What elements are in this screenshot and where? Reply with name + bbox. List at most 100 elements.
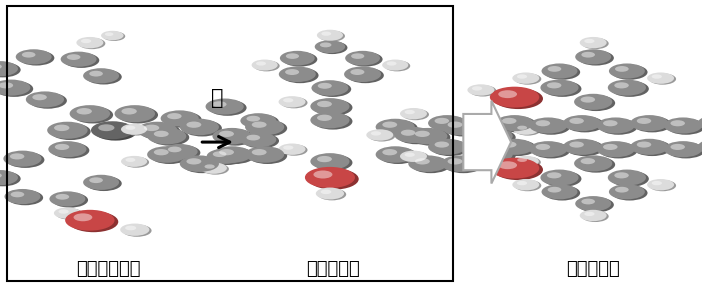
Circle shape [470,85,496,96]
Circle shape [0,170,18,185]
Circle shape [647,179,674,190]
Circle shape [582,38,609,49]
Circle shape [575,196,611,211]
Circle shape [121,108,137,115]
Circle shape [240,132,277,147]
Circle shape [569,118,584,124]
Circle shape [512,124,539,135]
Circle shape [431,140,469,156]
Circle shape [322,32,331,36]
Circle shape [581,52,595,58]
Circle shape [701,116,702,132]
Circle shape [411,157,451,173]
Circle shape [400,108,427,119]
Circle shape [428,115,466,131]
Circle shape [248,147,287,164]
Circle shape [566,116,604,132]
Circle shape [125,226,136,230]
Circle shape [121,156,147,167]
Circle shape [279,144,305,155]
Circle shape [0,81,33,97]
Circle shape [49,191,86,207]
Circle shape [415,158,430,165]
Circle shape [316,188,344,200]
Circle shape [477,147,516,164]
Circle shape [140,123,180,140]
Circle shape [477,129,516,146]
Circle shape [351,53,364,59]
Circle shape [313,99,352,116]
Text: アントロン: アントロン [307,260,360,278]
Circle shape [144,125,159,131]
Circle shape [32,94,47,100]
Circle shape [310,112,350,128]
Circle shape [603,120,618,126]
Circle shape [541,184,578,200]
Circle shape [376,146,415,163]
Circle shape [378,120,418,136]
Circle shape [667,119,702,135]
Circle shape [154,149,168,155]
Circle shape [498,116,536,132]
Circle shape [347,52,383,67]
Circle shape [498,161,517,169]
Circle shape [402,109,429,120]
Circle shape [167,113,182,119]
Circle shape [608,80,646,96]
Circle shape [282,52,317,67]
Circle shape [574,155,612,171]
Circle shape [515,125,541,136]
Circle shape [574,94,612,110]
Circle shape [161,110,199,126]
Circle shape [384,60,410,71]
Circle shape [252,149,267,155]
Circle shape [219,131,234,137]
Circle shape [183,157,222,173]
Circle shape [6,152,44,168]
Circle shape [582,211,609,222]
Circle shape [611,81,649,97]
Circle shape [48,141,86,157]
Circle shape [383,122,397,128]
Circle shape [502,141,517,148]
Circle shape [448,158,463,165]
Circle shape [608,170,646,186]
Circle shape [98,124,114,131]
Circle shape [0,64,2,70]
Circle shape [474,128,512,144]
Circle shape [282,67,319,83]
Circle shape [569,141,584,148]
Circle shape [376,119,415,135]
Circle shape [575,49,611,65]
Circle shape [0,82,13,89]
Circle shape [279,96,305,107]
Circle shape [114,105,155,122]
Circle shape [369,130,395,141]
Circle shape [121,124,147,135]
Circle shape [73,107,113,123]
Circle shape [614,82,629,89]
Circle shape [470,156,496,168]
Circle shape [89,71,103,77]
Circle shape [212,101,227,107]
Circle shape [465,142,503,158]
Circle shape [256,61,266,66]
Circle shape [246,135,260,141]
Circle shape [83,175,119,190]
Circle shape [502,118,517,124]
Circle shape [541,63,578,79]
Circle shape [402,152,429,163]
Circle shape [651,181,662,185]
Circle shape [609,184,645,200]
Circle shape [366,129,393,141]
Circle shape [611,185,647,200]
Circle shape [187,122,201,128]
Circle shape [63,53,99,68]
Circle shape [563,115,601,131]
Circle shape [317,115,332,121]
Circle shape [318,189,346,200]
Circle shape [578,50,614,65]
Circle shape [614,172,629,178]
Circle shape [56,208,83,220]
Circle shape [350,69,364,75]
